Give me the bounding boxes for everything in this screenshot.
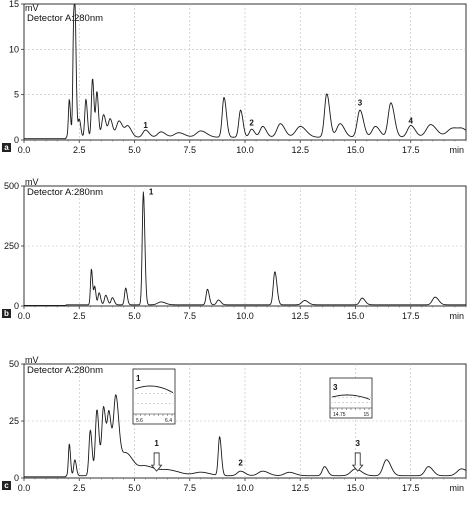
x-tick-label: 5.0 xyxy=(128,311,141,321)
down-arrow-icon xyxy=(351,452,364,472)
x-tick-label: 2.5 xyxy=(73,311,86,321)
x-tick-label: 7.5 xyxy=(183,483,196,493)
y-tick-label: 5 xyxy=(14,90,19,100)
x-unit-label: min xyxy=(449,483,464,493)
detector-label: Detector A:280nm xyxy=(27,13,103,24)
x-unit-label: min xyxy=(449,145,464,155)
panel-letter: a xyxy=(4,143,9,152)
panel-letter-badge xyxy=(2,309,11,318)
chromatogram-trace xyxy=(24,191,466,306)
down-arrow-icon xyxy=(150,452,163,472)
panel-a: 0.0 2.5 5.0 7.5 10.0 12.5 15.0 17.5 0 5 10 15 mV min D… xyxy=(2,0,467,155)
inset-peak-label: 1 xyxy=(136,374,141,383)
panel-c: 0.0 2.5 5.0 7.5 10.0 12.5 15.0 17.5 0 25 50 mV min De… xyxy=(2,355,467,493)
y-tick-label: 250 xyxy=(4,241,19,251)
x-tick-label: 10.0 xyxy=(236,145,254,155)
x-tick-label: 0.0 xyxy=(18,145,31,155)
x-tick-label: 2.5 xyxy=(73,145,86,155)
x-tick-label: 12.5 xyxy=(291,483,309,493)
x-unit-label: min xyxy=(449,311,464,321)
y-tick-label: 25 xyxy=(9,416,19,426)
y-tick-label: 0 xyxy=(14,473,19,483)
x-tick-label: 10.0 xyxy=(236,311,254,321)
y-tick-label: 0 xyxy=(14,301,19,311)
panel-letter-badge xyxy=(2,143,11,152)
inset-tick-label: 6.4 xyxy=(165,418,172,424)
x-tick-label: 15.0 xyxy=(347,311,365,321)
inset-3: 3 14.75 15 xyxy=(329,377,373,472)
inset-1: 1 5.6 6.4 xyxy=(132,368,176,472)
x-tick-label: 10.0 xyxy=(236,483,254,493)
peak-label-1: 1 xyxy=(149,187,154,196)
panel-letter: b xyxy=(4,309,9,318)
x-tick-label: 5.0 xyxy=(128,483,141,493)
y-tick-label: 15 xyxy=(9,0,19,9)
y-tick-label: 50 xyxy=(9,359,19,369)
inset-tick-label: 5.6 xyxy=(136,418,143,424)
panel-letter: c xyxy=(4,481,9,490)
x-tick-label: 17.5 xyxy=(402,483,420,493)
peak-label-1: 1 xyxy=(143,121,148,130)
peak-label-3: 3 xyxy=(358,99,363,108)
peak-label-3: 3 xyxy=(355,439,360,448)
panel-letter-badge xyxy=(2,481,11,490)
detector-label: Detector A:280nm xyxy=(27,187,103,198)
x-tick-label: 7.5 xyxy=(183,311,196,321)
chromatogram-trace xyxy=(24,394,467,478)
peak-label-1: 1 xyxy=(154,439,159,448)
x-tick-label: 15.0 xyxy=(347,145,365,155)
peak-label-2: 2 xyxy=(238,458,243,467)
x-tick-label: 5.0 xyxy=(128,145,141,155)
x-tick-label: 15.0 xyxy=(347,483,365,493)
x-tick-label: 2.5 xyxy=(73,483,86,493)
inset-trace xyxy=(134,385,174,394)
y-tick-label: 0 xyxy=(14,135,19,145)
inset-tick-label: 14.75 xyxy=(333,412,346,418)
y-tick-label: 10 xyxy=(9,44,19,54)
y-unit-label: mV xyxy=(25,355,39,365)
inset-tick-label: 15 xyxy=(363,412,369,418)
y-unit-label: mV xyxy=(25,177,39,187)
inset-peak-label: 3 xyxy=(333,383,338,392)
x-tick-label: 0.0 xyxy=(18,483,31,493)
peak-label-4: 4 xyxy=(409,117,414,126)
detector-label: Detector A:280nm xyxy=(27,365,103,376)
chromatogram-trace xyxy=(24,4,467,140)
inset-trace xyxy=(331,394,371,400)
peak-label-2: 2 xyxy=(249,118,254,127)
x-tick-label: 17.5 xyxy=(402,311,420,321)
x-tick-label: 12.5 xyxy=(291,145,309,155)
y-tick-label: 500 xyxy=(4,181,19,191)
panel-b: 0.0 2.5 5.0 7.5 10.0 12.5 15.0 17.5 0 250 500 mV min… xyxy=(2,177,467,321)
x-tick-label: 0.0 xyxy=(18,311,31,321)
x-tick-label: 17.5 xyxy=(402,145,420,155)
x-tick-label: 12.5 xyxy=(291,311,309,321)
y-unit-label: mV xyxy=(25,3,39,13)
x-tick-label: 7.5 xyxy=(183,145,196,155)
